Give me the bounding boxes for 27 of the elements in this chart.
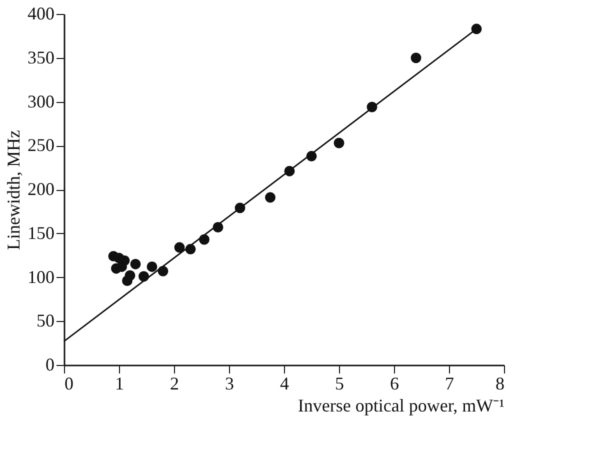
point [130, 258, 141, 270]
x-tick-label: 1 [115, 374, 124, 394]
point [146, 261, 158, 272]
y-tick-label: 50 [36, 310, 54, 331]
y-axis-title: Linewidth, MHz [4, 130, 24, 250]
point [410, 52, 422, 64]
y-tick-label: 400 [28, 4, 54, 24]
x-tick-label: 5 [335, 374, 344, 394]
point [174, 242, 185, 253]
x-tick-label: 8 [496, 374, 504, 394]
x-tick-label: 6 [390, 374, 399, 394]
y-tick-label: 250 [28, 135, 54, 156]
x-tick-label: 4 [280, 374, 289, 394]
x-axis-title: Inverse optical power, mW⁻¹ [298, 396, 504, 416]
point [334, 138, 344, 148]
point [265, 192, 276, 203]
y-tick-label: 350 [28, 47, 54, 68]
y-tick-label: 0 [46, 354, 54, 374]
y-tick-label: 150 [28, 222, 54, 243]
y-tick-label: 200 [28, 179, 54, 199]
y-tick-label: 300 [28, 91, 54, 112]
y-tick-label: 100 [28, 266, 54, 287]
x-tick-label: 3 [225, 374, 234, 394]
x-tick-label: 2 [170, 374, 179, 394]
x-tick-label: 0 [64, 374, 74, 394]
point [124, 270, 136, 281]
x-tick-label: 7 [445, 374, 454, 394]
